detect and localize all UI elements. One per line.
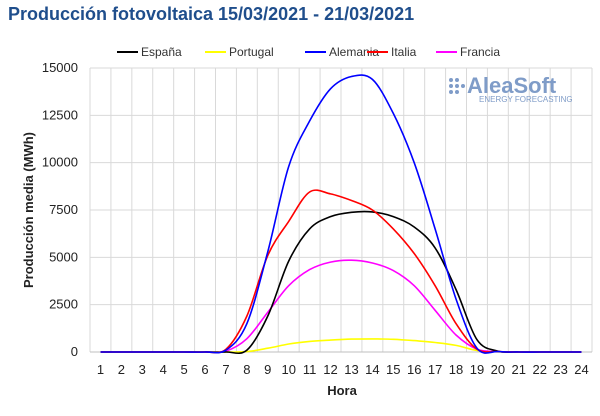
x-tick-label: 4	[160, 362, 167, 377]
y-tick-label: 0	[71, 344, 78, 359]
y-tick-label: 12500	[42, 107, 78, 122]
x-tick-label: 2	[118, 362, 125, 377]
grid	[89, 67, 593, 353]
x-tick-label: 19	[470, 362, 484, 377]
y-tick-label: 2500	[49, 297, 78, 312]
legend-label: Francia	[460, 45, 500, 59]
x-tick-label: 5	[181, 362, 188, 377]
y-tick-label: 15000	[42, 60, 78, 75]
x-tick-label: 24	[574, 362, 588, 377]
series-line-alemania	[100, 74, 582, 354]
x-tick-label: 6	[201, 362, 208, 377]
x-tick-label: 9	[264, 362, 271, 377]
x-tick-label: 3	[139, 362, 146, 377]
x-tick-label: 23	[553, 362, 567, 377]
logo-brand: AleaSoft	[467, 73, 557, 98]
x-tick-label: 17	[428, 362, 442, 377]
x-tick-label: 12	[323, 362, 337, 377]
legend-label: Alemania	[329, 45, 379, 59]
x-tick-label: 8	[243, 362, 250, 377]
chart-title: Producción fotovoltaica 15/03/2021 - 21/…	[8, 4, 415, 24]
y-tick-label: 7500	[49, 202, 78, 217]
y-tick-label: 10000	[42, 155, 78, 170]
aleasoft-logo: AleaSoft ENERGY FORECASTING	[449, 73, 573, 104]
x-tick-label: 21	[512, 362, 526, 377]
y-axis-label: Producción media (MWh)	[21, 132, 36, 288]
x-tick-label: 15	[386, 362, 400, 377]
x-tick-label: 14	[365, 362, 379, 377]
logo-tagline: ENERGY FORECASTING	[479, 95, 573, 104]
x-tick-label: 10	[281, 362, 295, 377]
x-tick-label: 18	[449, 362, 463, 377]
x-axis-label: Hora	[327, 383, 357, 398]
x-tick-label: 13	[344, 362, 358, 377]
logo-dots-icon	[449, 78, 465, 94]
x-tick-label: 7	[222, 362, 229, 377]
x-tick-label: 11	[303, 362, 317, 377]
x-tick-label: 16	[407, 362, 421, 377]
x-tick-label: 1	[97, 362, 104, 377]
x-tick-label: 22	[532, 362, 546, 377]
series-lines	[100, 74, 582, 355]
legend-label: España	[141, 45, 182, 59]
legend-label: Portugal	[229, 45, 274, 59]
legend-label: Italia	[391, 45, 417, 59]
legend: España Portugal Alemania Italia Francia	[117, 45, 500, 59]
y-tick-label: 5000	[49, 249, 78, 264]
x-tick-label: 20	[491, 362, 505, 377]
